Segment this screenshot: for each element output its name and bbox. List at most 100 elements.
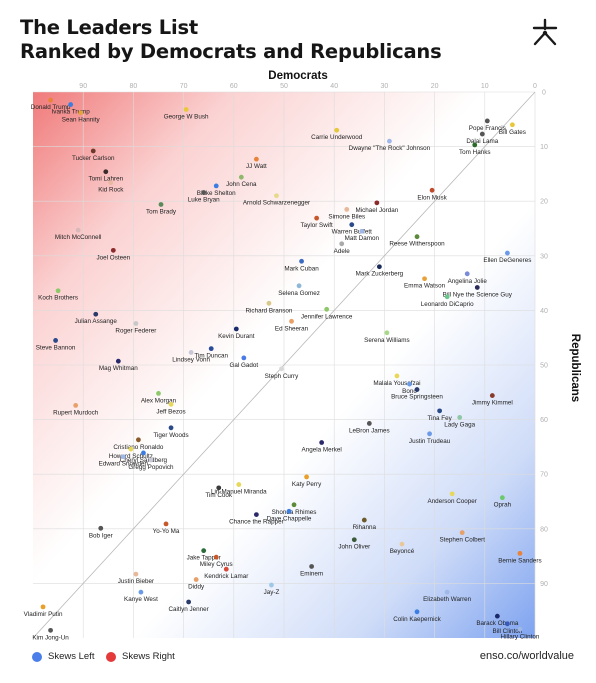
point-label: Ivanka Trump <box>52 109 91 116</box>
point-label: Bob Iger <box>89 532 113 539</box>
data-point: Howard Schultz <box>109 446 153 460</box>
point-marker <box>394 373 400 379</box>
point-marker <box>48 627 53 633</box>
data-point: Mark Cuban <box>284 258 319 272</box>
point-label: Angelina Jolie <box>448 278 488 285</box>
point-marker <box>437 408 443 414</box>
data-point: Bob Iger <box>89 525 113 539</box>
data-point: Julian Assange <box>75 311 117 325</box>
point-marker <box>387 138 392 144</box>
point-marker <box>304 474 309 480</box>
point-marker <box>361 517 367 523</box>
point-label: Tina Fey <box>427 415 452 422</box>
y-tick-label: 70 <box>540 472 548 479</box>
point-marker <box>296 283 302 289</box>
point-label: Hillary Clinton <box>501 633 540 640</box>
data-point: Yo-Yo Ma <box>153 521 180 535</box>
title-line-1: The Leaders List <box>20 16 199 39</box>
data-point: Oprah <box>494 495 512 509</box>
data-point: Justin Trudeau <box>409 431 451 445</box>
point-marker <box>156 390 161 396</box>
data-point: Gregg Popovich <box>128 457 174 471</box>
data-point: Angela Merkel <box>302 440 342 454</box>
point-label: Dave Chappelle <box>267 515 312 522</box>
data-point: Eminem <box>300 564 323 577</box>
data-point: Ed Sheeran <box>275 318 309 332</box>
data-point: Kim Jong-Un <box>32 627 69 641</box>
x-tick-label: 30 <box>381 83 389 90</box>
point-marker <box>253 156 259 162</box>
data-point: Jeff Bezos <box>156 401 186 415</box>
data-point: Bill Clinton <box>493 621 523 635</box>
data-point: Bono <box>402 381 417 395</box>
point-label: Tim Cook <box>205 492 233 499</box>
point-label: Cristiano Ronaldo <box>113 444 164 451</box>
point-label: Lady Gaga <box>444 421 475 428</box>
point-marker <box>213 554 219 560</box>
point-label: Gregg Popovich <box>128 464 174 471</box>
x-ticks: 0 10 20 30 40 50 60 70 80 90 <box>79 83 537 90</box>
data-point: Dalai Lama <box>466 131 499 145</box>
x-tick-label: 80 <box>130 83 138 90</box>
data-point: Ivanka Trump <box>52 102 91 116</box>
point-marker <box>339 241 345 247</box>
y-tick-label: 40 <box>540 308 548 315</box>
point-marker <box>163 521 169 527</box>
point-label: Tim Duncan <box>194 353 228 360</box>
legend-dot-right <box>106 651 116 662</box>
data-point: Matt Damon <box>345 228 379 242</box>
point-marker <box>414 387 420 392</box>
point-marker <box>108 180 114 186</box>
y-tick-label: 20 <box>540 199 548 206</box>
point-marker <box>168 425 174 431</box>
point-marker <box>444 294 450 300</box>
data-point: Cristiano Ronaldo <box>113 437 164 451</box>
y-tick-label: 90 <box>540 581 548 588</box>
point-label: Roger Federer <box>115 328 156 335</box>
point-marker <box>201 548 207 554</box>
point-label: Tom Brady <box>146 208 177 215</box>
point-marker <box>183 107 189 112</box>
point-label: Tiger Woods <box>153 432 188 439</box>
point-label: Alex Morgan <box>141 397 177 404</box>
title-line-2: Ranked by Democrats and Republicans <box>20 40 442 63</box>
data-point: Kanye West <box>124 589 158 603</box>
point-label: Lindsey Vonn <box>172 356 210 363</box>
point-marker <box>141 450 146 456</box>
data-point: Gal Gadot <box>229 355 258 369</box>
data-point: Blake Shelton <box>197 183 236 197</box>
point-label: Miley Cyrus <box>200 561 233 568</box>
point-label: Jeff Bezos <box>156 408 185 415</box>
data-point: Emma Watson <box>404 276 446 290</box>
point-label: Oprah <box>494 502 512 509</box>
y-tick-label: 10 <box>540 144 548 151</box>
point-label: Colin Kaepernick <box>393 616 441 623</box>
point-label: John Cena <box>226 181 257 188</box>
point-marker <box>133 571 139 577</box>
point-label: Howard Schultz <box>109 453 153 460</box>
point-label: Diddy <box>188 584 205 591</box>
x-tick-label: 90 <box>79 83 87 90</box>
point-label: Tucker Carlson <box>72 155 115 162</box>
point-label: Mag Whitman <box>99 365 138 372</box>
data-point: Shonda Rhimes <box>272 502 316 516</box>
data-point: Bernie Sanders <box>498 550 542 564</box>
data-point: Kevin Durant <box>218 326 255 340</box>
point-marker <box>98 525 104 531</box>
point-marker <box>75 227 81 233</box>
point-label: Vladimir Putin <box>24 611 63 618</box>
y-tick-label: 60 <box>540 417 548 424</box>
data-point: Lin-Manuel Miranda <box>211 482 267 496</box>
point-marker <box>53 338 58 343</box>
point-label: Steph Curry <box>265 373 299 380</box>
legend-dot-left <box>32 651 42 662</box>
data-point: Koch Brothers <box>38 288 78 302</box>
data-point: Rupert Murdoch <box>53 403 99 416</box>
point-marker <box>233 326 239 332</box>
point-marker <box>384 330 390 336</box>
point-marker <box>349 222 355 228</box>
point-marker <box>241 355 247 361</box>
data-point: Adele <box>334 241 350 255</box>
point-label: Elon Musk <box>417 194 447 201</box>
point-marker <box>201 190 207 195</box>
